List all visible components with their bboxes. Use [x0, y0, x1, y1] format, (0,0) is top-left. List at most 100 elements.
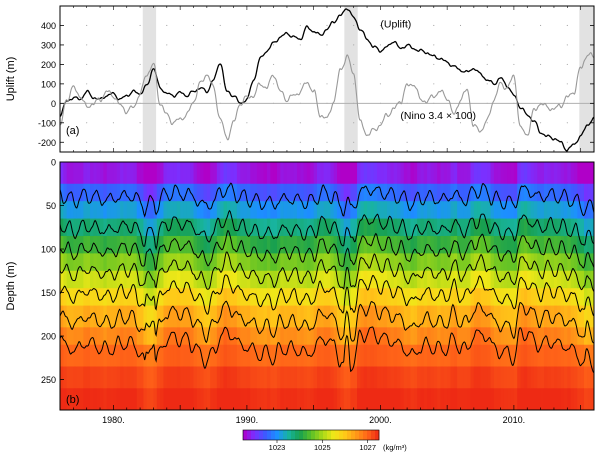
heatmap-cell: [286, 235, 291, 254]
heatmap-cell: [200, 305, 205, 328]
heatmap-cell: [316, 327, 321, 346]
heatmap-cell: [567, 218, 572, 237]
heatmap-cell: [543, 218, 548, 237]
heatmap-cell: [220, 305, 225, 328]
heatmap-cell: [213, 366, 218, 389]
heatmap-cell: [437, 327, 442, 346]
heatmap-cell: [427, 162, 432, 185]
heatmap-cell: [253, 366, 258, 389]
heatmap-cell: [487, 253, 492, 272]
colorbar-swatch: [287, 430, 292, 440]
heatmap-cell: [193, 344, 198, 368]
heatmap-cell: [553, 366, 558, 389]
heatmap-cell: [583, 253, 588, 272]
heatmap-cell: [243, 305, 248, 328]
heatmap-cell: [313, 183, 318, 202]
heatmap-cell: [213, 288, 218, 307]
heatmap-cell: [540, 218, 545, 237]
heatmap-cell: [437, 183, 442, 202]
heatmap-cell: [60, 235, 64, 254]
heatmap-cell: [483, 327, 488, 346]
heatmap-cell: [420, 253, 425, 272]
heatmap-cell: [230, 218, 235, 237]
heatmap-cell: [380, 305, 385, 328]
heatmap-cell: [226, 253, 231, 272]
x-tick-label: 2000.: [369, 415, 392, 425]
heatmap-cell: [353, 162, 358, 185]
heatmap-cell: [80, 218, 84, 237]
heatmap-cell: [373, 162, 378, 185]
heatmap-cell: [70, 201, 74, 220]
heatmap-cell: [213, 305, 218, 328]
x-tick-label: 2010.: [503, 415, 526, 425]
heatmap-cell: [423, 183, 428, 202]
heatmap-cell: [503, 327, 508, 346]
heatmap-cell: [587, 201, 592, 220]
heatmap-cell: [433, 201, 438, 220]
grid-dot: [326, 122, 328, 124]
heatmap-cell: [527, 253, 532, 272]
heatmap-cell: [120, 270, 125, 289]
heatmap-cell: [140, 344, 145, 368]
heatmap-cell: [380, 162, 385, 185]
heatmap-cell: [517, 288, 522, 307]
heatmap-cell: [303, 235, 308, 254]
heatmap-cell: [507, 344, 512, 368]
heatmap-cell: [527, 201, 532, 220]
heatmap-cell: [203, 327, 208, 346]
grid-dot: [379, 83, 381, 85]
heatmap-cell: [340, 366, 345, 389]
colorbar: 1023 1025 1027 (kg/m³): [242, 429, 407, 452]
heatmap-cell: [190, 270, 195, 289]
heatmap-cell: [313, 201, 318, 220]
heatmap-cell: [570, 344, 575, 368]
heatmap-cell: [170, 218, 175, 237]
heatmap-cell: [363, 366, 368, 389]
heatmap-cell: [400, 305, 405, 328]
heatmap-cell: [470, 388, 475, 410]
heatmap-cell: [570, 270, 575, 289]
heatmap-cell: [310, 162, 315, 185]
heatmap-cell: [530, 366, 535, 389]
heatmap-cell: [393, 305, 398, 328]
heatmap-cell: [413, 366, 418, 389]
heatmap-cell: [283, 388, 288, 410]
heatmap-cell: [233, 270, 238, 289]
heatmap-cell: [567, 201, 572, 220]
heatmap-cell: [523, 366, 528, 389]
grid-dot: [513, 24, 515, 27]
heatmap-cell: [256, 366, 261, 389]
heatmap-cell: [467, 162, 472, 185]
heatmap-cell: [583, 183, 588, 202]
heatmap-cell: [567, 235, 572, 254]
heatmap-cell: [360, 235, 365, 254]
heatmap-cell: [143, 235, 148, 254]
heatmap-cell: [313, 388, 318, 410]
heatmap-cell: [457, 305, 462, 328]
heatmap-cell: [200, 270, 205, 289]
heatmap-cell: [493, 235, 498, 254]
heatmap-cell: [427, 270, 432, 289]
heatmap-cell: [160, 288, 165, 307]
heatmap-cell: [590, 218, 594, 237]
grid-dot: [566, 141, 568, 143]
heatmap-cell: [577, 218, 582, 237]
heatmap-cell: [367, 201, 371, 220]
heatmap-cell: [290, 344, 295, 368]
heatmap-cell: [273, 201, 278, 220]
heatmap-cell: [206, 235, 211, 254]
heatmap-cell: [220, 344, 225, 368]
heatmap-cell: [530, 235, 535, 254]
heatmap-cell: [383, 201, 388, 220]
heatmap-cell: [437, 218, 442, 237]
colorbar-swatch: [319, 430, 324, 440]
heatmap-cell: [477, 288, 482, 307]
heatmap-cell: [550, 270, 555, 289]
heatmap-cell: [156, 288, 161, 307]
grid-dot: [513, 83, 515, 85]
heatmap-cell: [427, 366, 432, 389]
heatmap-cell: [63, 218, 68, 237]
grid-dot: [86, 141, 88, 143]
heatmap-cell: [533, 201, 538, 220]
heatmap-cell: [206, 253, 211, 272]
